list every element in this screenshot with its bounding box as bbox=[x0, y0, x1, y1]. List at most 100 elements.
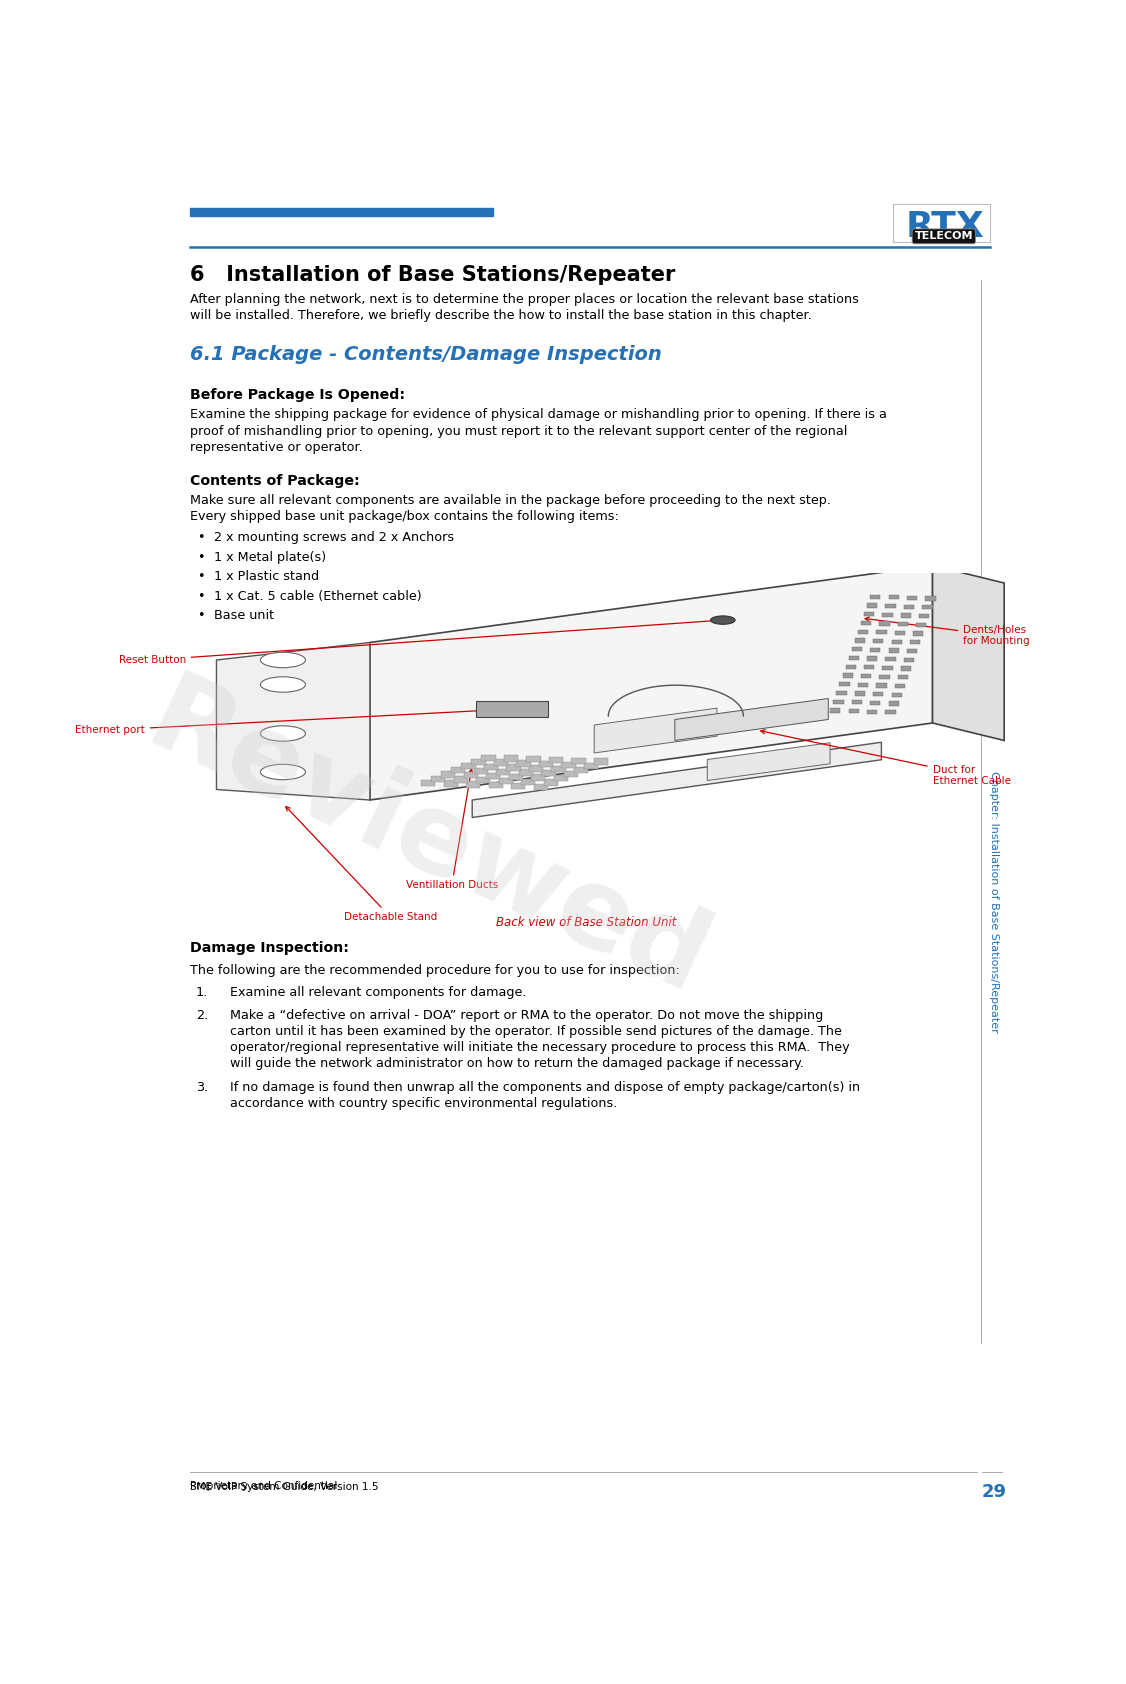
Text: After planning the network, next is to determine the proper places or location t: After planning the network, next is to d… bbox=[189, 293, 858, 306]
Bar bbox=[519, 770, 533, 776]
Bar bbox=[855, 638, 865, 643]
Text: Contents of Package:: Contents of Package: bbox=[189, 473, 359, 488]
Bar bbox=[840, 682, 850, 687]
Text: •: • bbox=[197, 589, 205, 603]
Text: Before Package Is Opened:: Before Package Is Opened: bbox=[189, 389, 404, 402]
Text: proof of mishandling prior to opening, you must report it to the relevant suppor: proof of mishandling prior to opening, y… bbox=[189, 424, 847, 438]
Bar bbox=[922, 605, 932, 610]
Text: Examine the shipping package for evidence of physical damage or mishandling prio: Examine the shipping package for evidenc… bbox=[189, 409, 886, 421]
Bar bbox=[486, 773, 500, 780]
Bar bbox=[849, 655, 859, 660]
Bar bbox=[593, 758, 608, 765]
Bar bbox=[897, 621, 908, 626]
Bar bbox=[583, 763, 598, 770]
Circle shape bbox=[260, 765, 305, 780]
Text: Base unit: Base unit bbox=[214, 610, 275, 623]
Text: Reviewed: Reviewed bbox=[132, 665, 724, 1019]
Text: TELECOM: TELECOM bbox=[914, 231, 973, 241]
Bar bbox=[879, 621, 890, 626]
Bar bbox=[474, 768, 488, 775]
Bar bbox=[913, 632, 923, 635]
Text: •: • bbox=[197, 571, 205, 583]
Polygon shape bbox=[370, 566, 932, 800]
Bar bbox=[888, 594, 899, 600]
Text: 3.: 3. bbox=[196, 1081, 208, 1095]
Bar bbox=[561, 761, 575, 768]
Bar bbox=[904, 658, 914, 662]
Bar bbox=[554, 775, 568, 781]
Text: Duct for
Ethernet Cable: Duct for Ethernet Cable bbox=[761, 729, 1010, 786]
Bar bbox=[462, 763, 475, 770]
Bar bbox=[874, 638, 884, 643]
Bar bbox=[507, 765, 520, 771]
Text: Make a “defective on arrival - DOA” report or RMA to the operator. Do not move t: Make a “defective on arrival - DOA” repo… bbox=[230, 1009, 823, 1022]
Text: 6   Installation of Base Stations/Repeater: 6 Installation of Base Stations/Repeater bbox=[189, 264, 674, 285]
Bar bbox=[864, 611, 874, 616]
Bar bbox=[885, 711, 895, 714]
Bar bbox=[885, 605, 895, 608]
Bar bbox=[892, 692, 902, 697]
Text: 1 x Cat. 5 cable (Ethernet cable): 1 x Cat. 5 cable (Ethernet cable) bbox=[214, 589, 422, 603]
Text: 1 x Plastic stand: 1 x Plastic stand bbox=[214, 571, 320, 583]
Text: Chapter: Installation of Base Stations/Repeater: Chapter: Installation of Base Stations/R… bbox=[989, 771, 999, 1034]
Bar bbox=[833, 699, 843, 704]
Bar bbox=[421, 780, 436, 786]
Bar bbox=[901, 613, 911, 618]
Bar bbox=[867, 603, 877, 608]
Bar bbox=[571, 758, 586, 765]
Bar bbox=[895, 632, 905, 635]
Bar bbox=[499, 778, 513, 785]
Bar bbox=[879, 675, 890, 679]
Text: •: • bbox=[197, 551, 205, 564]
Text: Dents/Holes
for Mounting: Dents/Holes for Mounting bbox=[865, 616, 1030, 647]
Bar bbox=[526, 756, 540, 763]
Bar bbox=[830, 709, 840, 712]
Text: •: • bbox=[197, 610, 205, 623]
Bar bbox=[846, 665, 856, 669]
Bar bbox=[476, 776, 491, 783]
Bar bbox=[870, 701, 881, 706]
Bar bbox=[842, 674, 852, 677]
Bar bbox=[888, 648, 899, 652]
Bar bbox=[895, 684, 905, 689]
Bar bbox=[901, 667, 911, 670]
Bar bbox=[529, 765, 543, 771]
Text: Detachable Stand: Detachable Stand bbox=[286, 807, 437, 923]
Bar bbox=[511, 783, 526, 790]
Bar bbox=[861, 674, 872, 679]
Bar bbox=[493, 759, 508, 766]
Text: Ethernet port: Ethernet port bbox=[75, 707, 508, 734]
Bar bbox=[441, 771, 455, 778]
Text: carton until it has been examined by the operator. If possible send pictures of : carton until it has been examined by the… bbox=[230, 1026, 842, 1037]
Bar bbox=[926, 596, 936, 601]
Bar bbox=[521, 778, 536, 785]
Bar bbox=[870, 648, 881, 652]
Bar bbox=[893, 204, 990, 242]
Bar bbox=[548, 756, 563, 763]
Bar bbox=[466, 781, 481, 788]
Bar bbox=[574, 766, 588, 773]
Bar bbox=[883, 665, 893, 670]
Text: representative or operator.: representative or operator. bbox=[189, 441, 363, 453]
Bar bbox=[444, 780, 458, 786]
Bar bbox=[917, 623, 927, 626]
Bar bbox=[484, 763, 498, 770]
Bar bbox=[906, 648, 918, 653]
Bar bbox=[870, 594, 881, 600]
Bar bbox=[849, 709, 859, 712]
Bar bbox=[910, 640, 920, 645]
Bar bbox=[471, 759, 485, 765]
Bar bbox=[906, 596, 918, 600]
Text: Damage Inspection:: Damage Inspection: bbox=[189, 941, 349, 955]
Text: Make sure all relevant components are available in the package before proceeding: Make sure all relevant components are av… bbox=[189, 493, 831, 507]
Circle shape bbox=[260, 652, 305, 667]
Bar bbox=[864, 665, 874, 669]
Bar bbox=[509, 773, 522, 780]
Bar bbox=[534, 783, 548, 790]
Bar bbox=[919, 615, 929, 618]
Bar bbox=[481, 754, 495, 761]
Bar bbox=[867, 709, 877, 714]
Text: •: • bbox=[197, 530, 205, 544]
Bar bbox=[503, 754, 518, 761]
Bar bbox=[452, 768, 465, 773]
